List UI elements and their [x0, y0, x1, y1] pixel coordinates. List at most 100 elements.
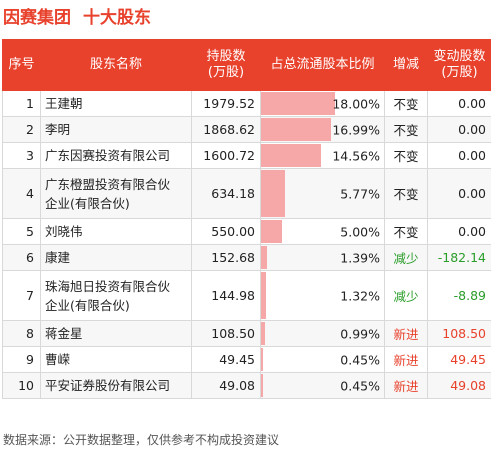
- header-delta: 变动股数 (万股): [427, 39, 491, 91]
- title-bar: 因赛集团 十大股东: [0, 0, 491, 30]
- company-name: 因赛集团: [3, 7, 71, 28]
- share-change: 49.08: [427, 372, 491, 399]
- share-change: 0.00: [427, 218, 491, 245]
- row-index: 3: [2, 142, 41, 169]
- share-change: 0.00: [427, 168, 491, 219]
- shares-held: 1600.72: [191, 142, 261, 169]
- row-index: 1: [2, 90, 41, 117]
- change-status: 不变: [384, 168, 428, 219]
- shares-held: 634.18: [191, 168, 261, 219]
- header-change: 增减: [384, 39, 428, 91]
- float-ratio-cell: 1.39%: [260, 244, 385, 271]
- shares-held: 1868.62: [191, 116, 261, 143]
- shareholder-name: 广东因赛投资有限公司: [40, 142, 192, 169]
- row-index: 7: [2, 270, 41, 321]
- table-row: 10 平安证券股份有限公司 49.08 0.45% 新进 49.08: [2, 372, 491, 399]
- header-shares: 持股数 (万股): [191, 39, 261, 91]
- shares-held: 152.68: [191, 244, 261, 271]
- float-ratio-label: 14.56%: [332, 148, 380, 163]
- change-status: 不变: [384, 90, 428, 117]
- row-index: 8: [2, 320, 41, 347]
- float-ratio-label: 18.00%: [332, 96, 380, 111]
- share-change: -8.89: [427, 270, 491, 321]
- change-status: 新进: [384, 346, 428, 373]
- shareholder-name: 刘晓伟: [40, 218, 192, 245]
- change-status: 不变: [384, 116, 428, 143]
- table-row: 5 刘晓伟 550.00 5.00% 不变 0.00: [2, 218, 491, 245]
- shareholder-name: 李明: [40, 116, 192, 143]
- float-ratio-cell: 5.77%: [260, 168, 385, 219]
- share-change: -182.14: [427, 244, 491, 271]
- shareholder-name: 广东橙盟投资有限合伙 企业(有限合伙): [40, 168, 192, 219]
- table-row: 9 曹嵘 49.45 0.45% 新进 49.45: [2, 346, 491, 373]
- float-ratio-bar: [261, 170, 285, 217]
- shares-held: 49.45: [191, 346, 261, 373]
- table-header-row: 序号 股东名称 持股数 (万股) 占总流通股本比例 增减 变动股数 (万股): [2, 39, 491, 91]
- float-ratio-cell: 0.99%: [260, 320, 385, 347]
- float-ratio-cell: 0.45%: [260, 372, 385, 399]
- float-ratio-label: 1.39%: [340, 250, 380, 265]
- float-ratio-label: 1.32%: [340, 288, 380, 303]
- header-ratio: 占总流通股本比例: [260, 39, 385, 91]
- table-row: 2 李明 1868.62 16.99% 不变 0.00: [2, 116, 491, 143]
- float-ratio-bar: [261, 118, 331, 141]
- shareholder-name: 平安证券股份有限公司: [40, 372, 192, 399]
- float-ratio-bar: [261, 348, 263, 371]
- float-ratio-bar: [261, 246, 267, 269]
- change-status: 不变: [384, 218, 428, 245]
- shares-held: 108.50: [191, 320, 261, 347]
- float-ratio-cell: 1.32%: [260, 270, 385, 321]
- share-change: 49.45: [427, 346, 491, 373]
- shares-held: 144.98: [191, 270, 261, 321]
- float-ratio-bar: [261, 272, 266, 319]
- share-change: 0.00: [427, 142, 491, 169]
- float-ratio-bar: [261, 144, 321, 167]
- table-row: 7 珠海旭日投资有限合伙 企业(有限合伙) 144.98 1.32% 减少 -8.89: [2, 270, 491, 321]
- float-ratio-label: 5.00%: [340, 224, 380, 239]
- table-row: 6 康建 152.68 1.39% 减少 -182.14: [2, 244, 491, 271]
- shares-held: 550.00: [191, 218, 261, 245]
- float-ratio-label: 0.45%: [340, 378, 380, 393]
- share-change: 108.50: [427, 320, 491, 347]
- table-row: 3 广东因赛投资有限公司 1600.72 14.56% 不变 0.00: [2, 142, 491, 169]
- float-ratio-cell: 16.99%: [260, 116, 385, 143]
- shareholder-name: 蒋金星: [40, 320, 192, 347]
- float-ratio-cell: 18.00%: [260, 90, 385, 117]
- float-ratio-label: 0.45%: [340, 352, 380, 367]
- share-change: 0.00: [427, 116, 491, 143]
- shares-held: 1979.52: [191, 90, 261, 117]
- row-index: 9: [2, 346, 41, 373]
- float-ratio-label: 16.99%: [332, 122, 380, 137]
- shares-held: 49.08: [191, 372, 261, 399]
- shareholder-name: 康建: [40, 244, 192, 271]
- float-ratio-bar: [261, 322, 265, 345]
- row-index: 2: [2, 116, 41, 143]
- float-ratio-cell: 0.45%: [260, 346, 385, 373]
- row-index: 6: [2, 244, 41, 271]
- footer-source-note: 数据来源：公开数据整理，仅供参考不构成投资建议: [3, 433, 280, 447]
- change-status: 减少: [384, 244, 428, 271]
- shareholder-name: 珠海旭日投资有限合伙 企业(有限合伙): [40, 270, 192, 321]
- change-status: 新进: [384, 320, 428, 347]
- float-ratio-cell: 5.00%: [260, 218, 385, 245]
- shareholders-table: 序号 股东名称 持股数 (万股) 占总流通股本比例 增减 变动股数 (万股) 1 王建…: [2, 39, 491, 399]
- table-row: 8 蒋金星 108.50 0.99% 新进 108.50: [2, 320, 491, 347]
- float-ratio-bar: [261, 92, 335, 115]
- table-row: 1 王建朝 1979.52 18.00% 不变 0.00: [2, 90, 491, 117]
- header-idx: 序号: [2, 39, 41, 91]
- row-index: 5: [2, 218, 41, 245]
- header-name: 股东名称: [40, 39, 192, 91]
- float-ratio-bar: [261, 374, 263, 397]
- shareholder-name: 王建朝: [40, 90, 192, 117]
- section-title: 十大股东: [83, 7, 151, 28]
- float-ratio-label: 0.99%: [340, 326, 380, 341]
- change-status: 减少: [384, 270, 428, 321]
- float-ratio-label: 5.77%: [340, 186, 380, 201]
- table-row: 4 广东橙盟投资有限合伙 企业(有限合伙) 634.18 5.77% 不变 0.00: [2, 168, 491, 219]
- change-status: 不变: [384, 142, 428, 169]
- float-ratio-bar: [261, 220, 282, 243]
- shareholder-name: 曹嵘: [40, 346, 192, 373]
- row-index: 10: [2, 372, 41, 399]
- float-ratio-cell: 14.56%: [260, 142, 385, 169]
- change-status: 新进: [384, 372, 428, 399]
